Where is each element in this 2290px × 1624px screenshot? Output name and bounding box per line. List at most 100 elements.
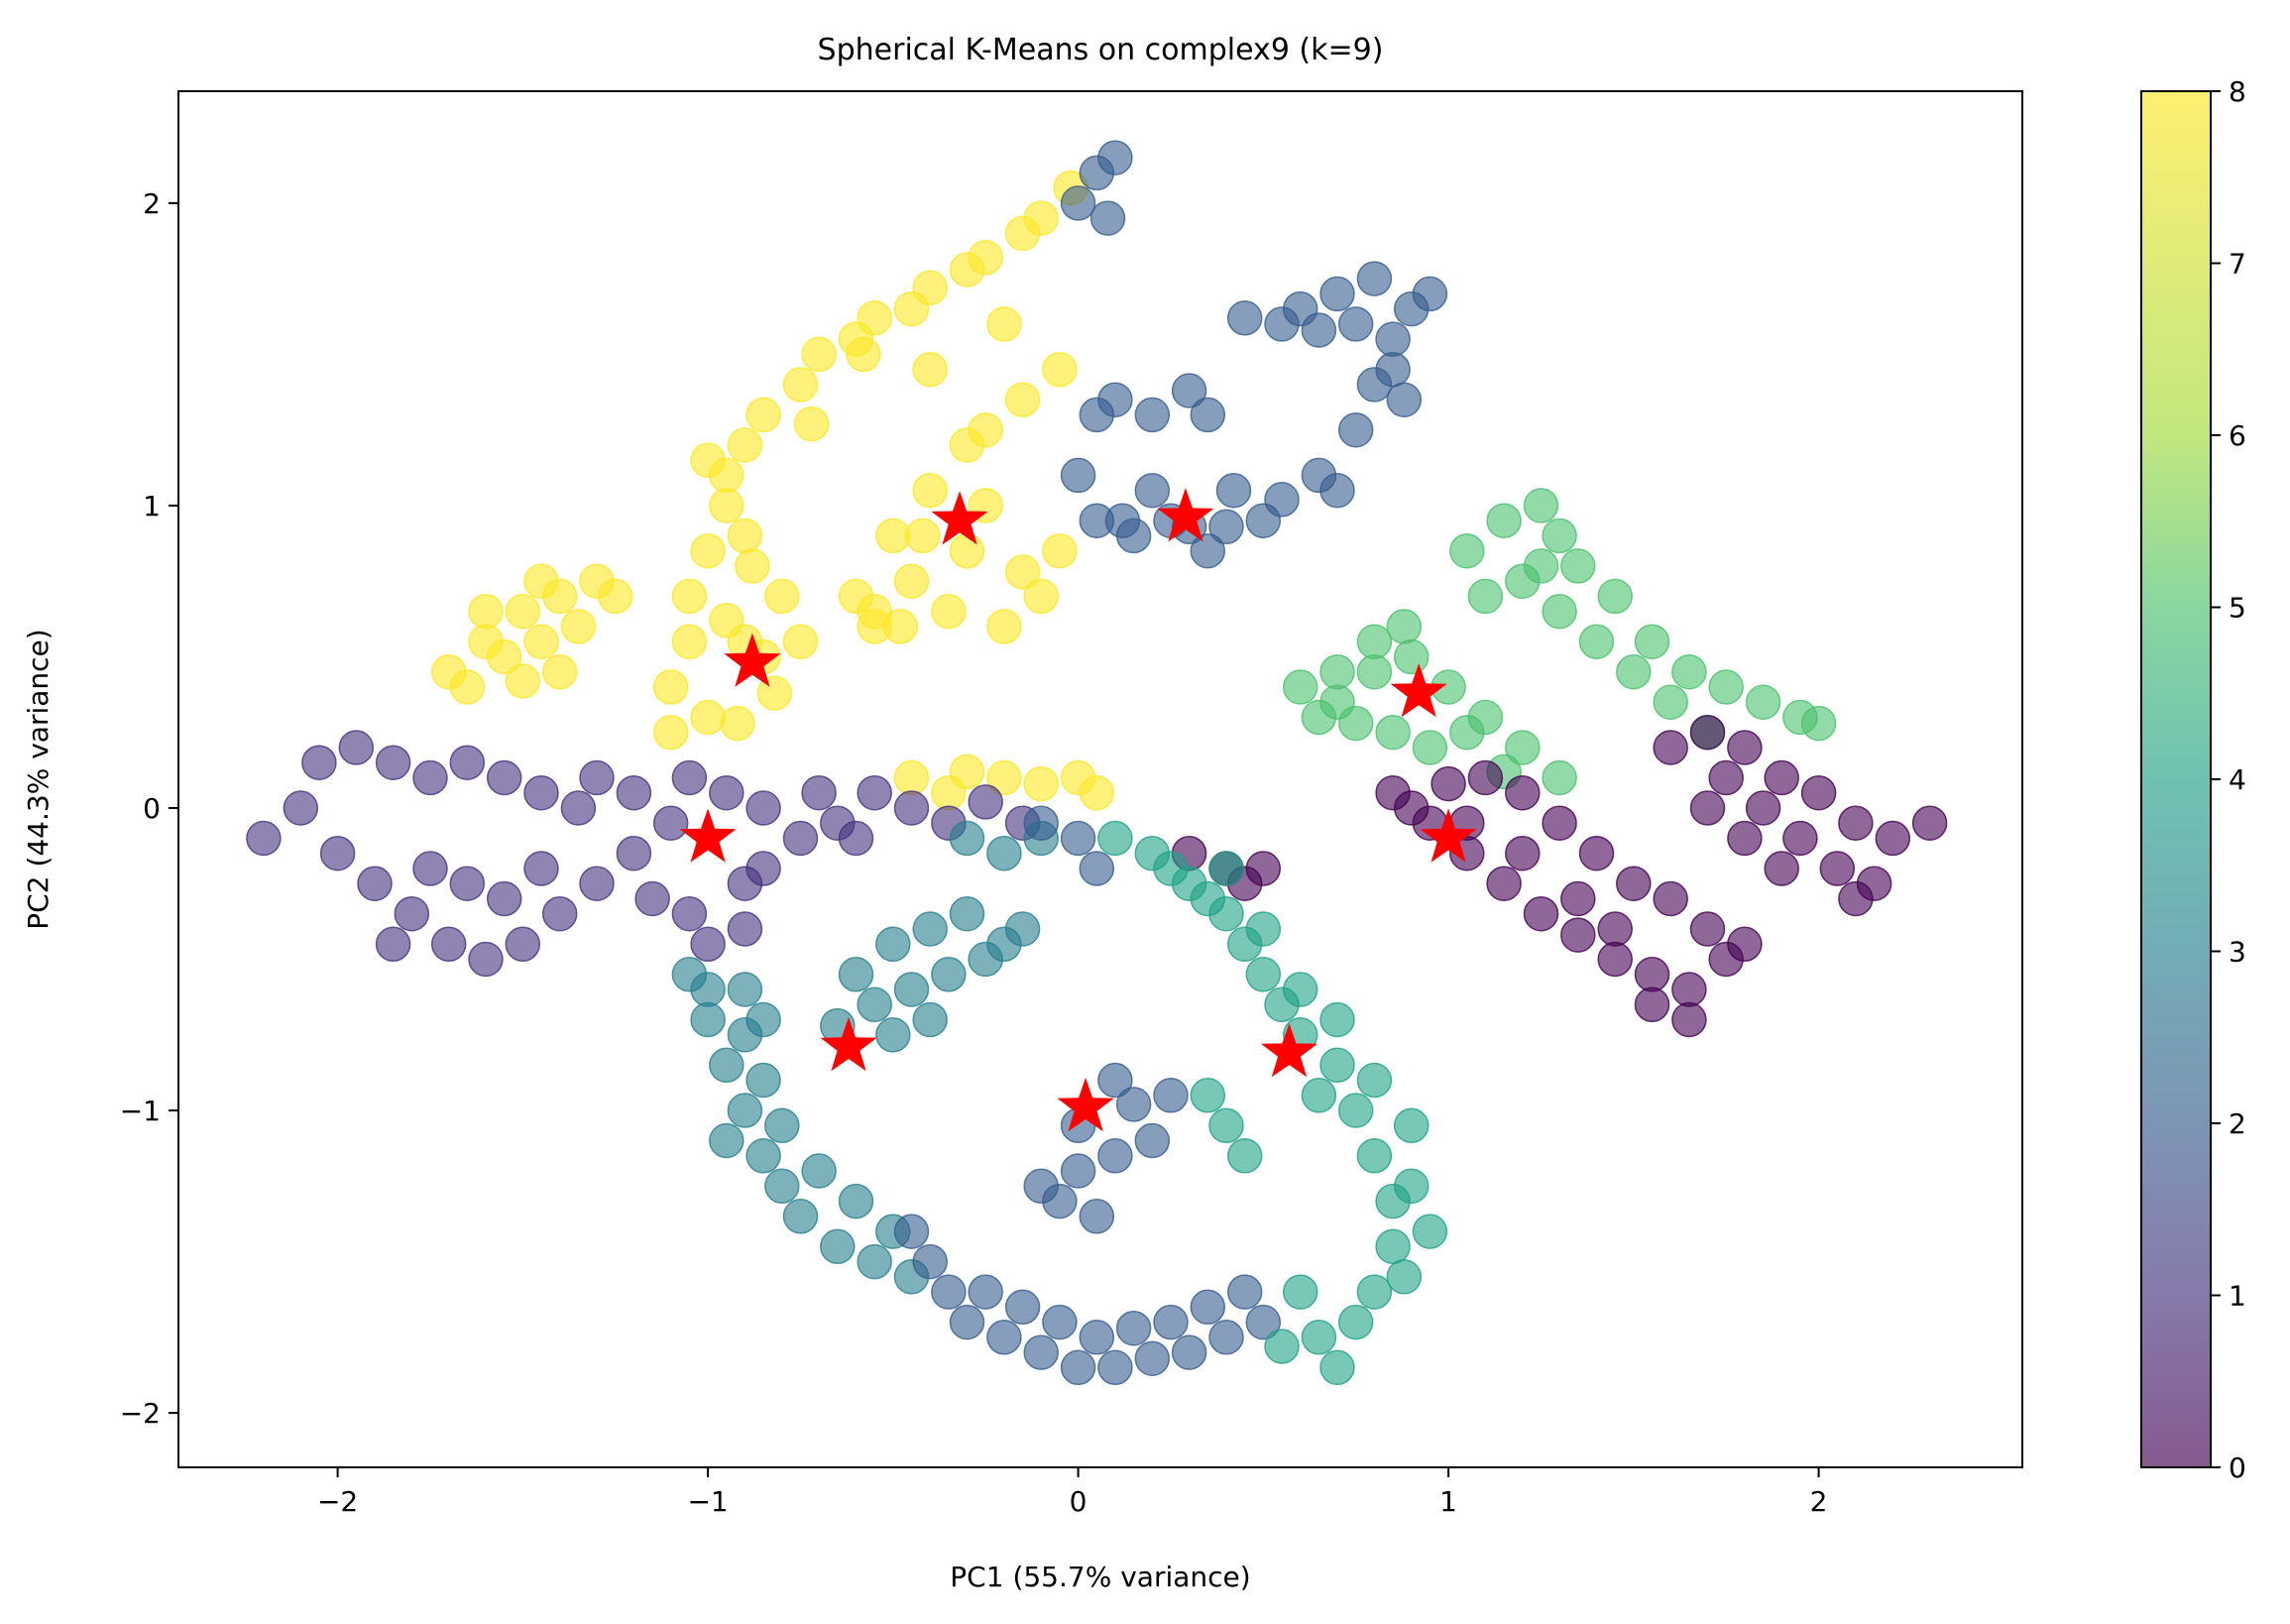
cluster-8-point bbox=[931, 774, 967, 811]
cluster-0-point bbox=[1671, 972, 1707, 1007]
cluster-0-point bbox=[1782, 820, 1818, 857]
cluster-1-point bbox=[505, 926, 541, 963]
cluster-2-point bbox=[1023, 1334, 1059, 1370]
cluster-3-point bbox=[745, 1062, 781, 1099]
cluster-8-point bbox=[986, 759, 1022, 796]
cluster-2-point bbox=[1134, 397, 1171, 433]
cluster-0-point bbox=[1578, 835, 1615, 871]
cluster-3-point bbox=[838, 1183, 874, 1219]
cluster-2-point bbox=[1171, 1334, 1207, 1370]
cluster-5-point bbox=[1375, 714, 1411, 751]
cluster-8-point bbox=[523, 624, 559, 659]
colorbar-tick-label: 0 bbox=[2229, 1451, 2246, 1484]
cluster-2-point bbox=[1386, 382, 1423, 417]
cluster-1-point bbox=[246, 820, 282, 857]
cluster-2-point bbox=[1375, 351, 1411, 388]
cluster-1-point bbox=[893, 790, 930, 826]
centroid-star bbox=[1157, 488, 1214, 542]
cluster-2-point bbox=[912, 1243, 948, 1280]
cluster-0-point bbox=[1727, 820, 1763, 857]
cluster-2-point bbox=[1079, 1320, 1115, 1355]
cluster-4-point bbox=[1337, 1093, 1374, 1128]
cluster-5-point bbox=[1542, 518, 1577, 554]
cluster-2-point bbox=[1060, 457, 1096, 494]
cluster-2-point bbox=[1153, 1304, 1189, 1340]
cluster-4-point bbox=[1393, 1107, 1430, 1144]
x-tick-label: 2 bbox=[1810, 1485, 1828, 1518]
cluster-1-point bbox=[579, 759, 615, 796]
cluster-0-point bbox=[1431, 765, 1466, 802]
cluster-1-point bbox=[671, 759, 708, 796]
cluster-7-point bbox=[1004, 215, 1041, 252]
cluster-7-point bbox=[949, 252, 985, 288]
cluster-2-point bbox=[1023, 805, 1059, 841]
cluster-1-point bbox=[412, 759, 448, 796]
cluster-7-point bbox=[893, 290, 930, 327]
y-axis: −2 −1 0 1 2 bbox=[120, 187, 178, 1430]
colorbar-tick-label: 4 bbox=[2229, 763, 2246, 796]
cluster-3-point bbox=[857, 986, 892, 1023]
colorbar-tick-label: 7 bbox=[2229, 248, 2246, 281]
cluster-3-point bbox=[949, 895, 985, 932]
cluster-2-point bbox=[1215, 472, 1252, 509]
cluster-5-point bbox=[1282, 669, 1318, 705]
cluster-3-point bbox=[986, 835, 1022, 871]
cluster-0-point bbox=[1745, 790, 1781, 826]
cluster-5-point bbox=[1449, 714, 1485, 751]
cluster-2-point bbox=[1097, 1349, 1133, 1386]
cluster-2-point bbox=[1319, 276, 1355, 312]
cluster-1-point bbox=[486, 880, 522, 917]
x-tick-label: −1 bbox=[687, 1485, 728, 1518]
cluster-7-point bbox=[1042, 351, 1078, 388]
cluster-0-point bbox=[1634, 957, 1670, 992]
cluster-1-point bbox=[968, 784, 1003, 820]
cluster-5-point bbox=[1523, 488, 1559, 523]
cluster-4-point bbox=[1301, 1320, 1337, 1355]
cluster-2-point bbox=[1097, 1138, 1133, 1174]
cluster-7-point bbox=[912, 472, 948, 509]
cluster-1-point bbox=[838, 820, 874, 857]
centroid-star bbox=[724, 633, 781, 687]
cluster-4-point bbox=[1301, 1078, 1337, 1113]
cluster-1-point bbox=[616, 774, 652, 811]
cluster-3-point bbox=[893, 972, 930, 1007]
x-axis: −2 −1 0 1 2 bbox=[317, 1467, 1828, 1518]
cluster-3-point bbox=[764, 1168, 800, 1205]
cluster-4-point bbox=[1153, 851, 1189, 886]
colorbar-gradient bbox=[2141, 91, 2211, 1467]
cluster-1-point bbox=[375, 926, 411, 963]
cluster-8-point bbox=[671, 578, 708, 615]
y-tick-label: 2 bbox=[143, 187, 161, 220]
cluster-2-point bbox=[986, 1320, 1022, 1355]
x-tick-label: 0 bbox=[1070, 1485, 1088, 1518]
cluster-2-point bbox=[1153, 1078, 1189, 1113]
cluster-5-point bbox=[1597, 578, 1633, 615]
cluster-8-point bbox=[523, 563, 559, 599]
cluster-0-point bbox=[1634, 986, 1670, 1023]
cluster-1-point bbox=[523, 774, 559, 811]
cluster-2-point bbox=[968, 1274, 1003, 1310]
colorbar-tick-label: 8 bbox=[2229, 75, 2246, 108]
cluster-5-point bbox=[1393, 638, 1430, 675]
cluster-2-point bbox=[1337, 411, 1374, 448]
cluster-4-point bbox=[1245, 911, 1282, 947]
cluster-2-point bbox=[1301, 312, 1337, 348]
cluster-7-point bbox=[875, 518, 911, 554]
cluster-0-point bbox=[1800, 774, 1837, 811]
cluster-3-point bbox=[709, 1047, 744, 1084]
cluster-4-point bbox=[1375, 1228, 1411, 1265]
cluster-4-point bbox=[1337, 1304, 1374, 1340]
cluster-8-point bbox=[709, 488, 744, 523]
cluster-5-point bbox=[1542, 593, 1577, 630]
x-axis-label: PC1 (55.7% variance) bbox=[950, 1561, 1250, 1593]
cluster-2-point bbox=[1245, 1304, 1282, 1340]
cluster-2-point bbox=[1134, 1122, 1171, 1159]
cluster-8-point bbox=[597, 578, 633, 615]
cluster-2-point bbox=[1089, 200, 1126, 236]
cluster-4-point bbox=[1282, 972, 1318, 1007]
cluster-5-point bbox=[1319, 653, 1355, 690]
cluster-7-point bbox=[709, 457, 744, 494]
y-tick-label: −1 bbox=[120, 1095, 161, 1127]
cluster-0-point bbox=[1597, 911, 1633, 947]
cluster-5-point bbox=[1356, 653, 1393, 690]
